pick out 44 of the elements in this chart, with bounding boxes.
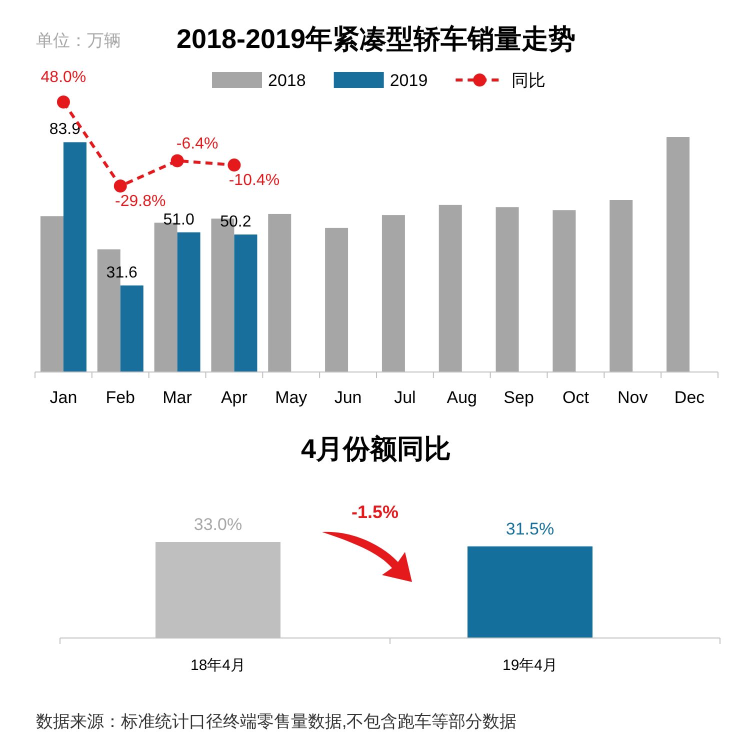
- x-tick-label: Sep: [504, 388, 534, 407]
- bar: [177, 232, 200, 372]
- legend-label: 同比: [512, 71, 546, 90]
- x-tick-label: Mar: [162, 388, 192, 407]
- text: -1.5%: [351, 502, 399, 522]
- legend-label: 2019: [390, 71, 428, 90]
- x-tick-label: Dec: [674, 388, 706, 407]
- chart-title: 2018-2019年紧凑型轿车销量走势: [176, 24, 576, 54]
- x-tick-label: Oct: [562, 388, 590, 407]
- bar: [63, 142, 86, 372]
- x-tick-label: Apr: [220, 388, 248, 407]
- bar: [610, 200, 633, 372]
- x-tick-label: Aug: [446, 388, 477, 407]
- data-label: 50.2: [220, 214, 252, 231]
- x-tick-label: May: [275, 388, 308, 407]
- bar: [120, 285, 144, 372]
- x-tick-label: Jul: [394, 388, 416, 407]
- x-tick-label: 18年4月: [190, 657, 246, 674]
- bar: [234, 234, 258, 372]
- legend-label: 2018: [268, 71, 306, 90]
- bar: [552, 210, 576, 372]
- bar: [325, 228, 348, 372]
- bar: [40, 216, 64, 372]
- data-label: 48.0%: [40, 69, 86, 86]
- bar: [438, 204, 462, 372]
- x-tick-label: Nov: [618, 388, 648, 407]
- source-note: 数据来源：标准统计口径终端零售量数据,不包含跑车等部分数据: [36, 712, 517, 731]
- bar: [268, 214, 292, 372]
- text: 单位：万辆: [36, 31, 121, 50]
- bar: [496, 207, 519, 372]
- x-tick-label: Feb: [106, 388, 136, 407]
- bar: [666, 137, 690, 372]
- data-label: -10.4%: [228, 172, 280, 190]
- x-tick-label: 19年4月: [502, 657, 558, 674]
- data-label: -6.4%: [176, 136, 218, 153]
- data-label: 31.6: [106, 264, 138, 282]
- data-label: 33.0%: [194, 515, 242, 534]
- x-tick-label: Jun: [334, 388, 362, 407]
- data-label: -29.8%: [115, 193, 166, 210]
- data-label: 31.5%: [506, 519, 554, 538]
- bar: [382, 215, 405, 372]
- data-label: 51.0: [163, 211, 194, 228]
- chart-title: 4月份额同比: [300, 434, 452, 464]
- x-tick-label: Jan: [50, 388, 78, 407]
